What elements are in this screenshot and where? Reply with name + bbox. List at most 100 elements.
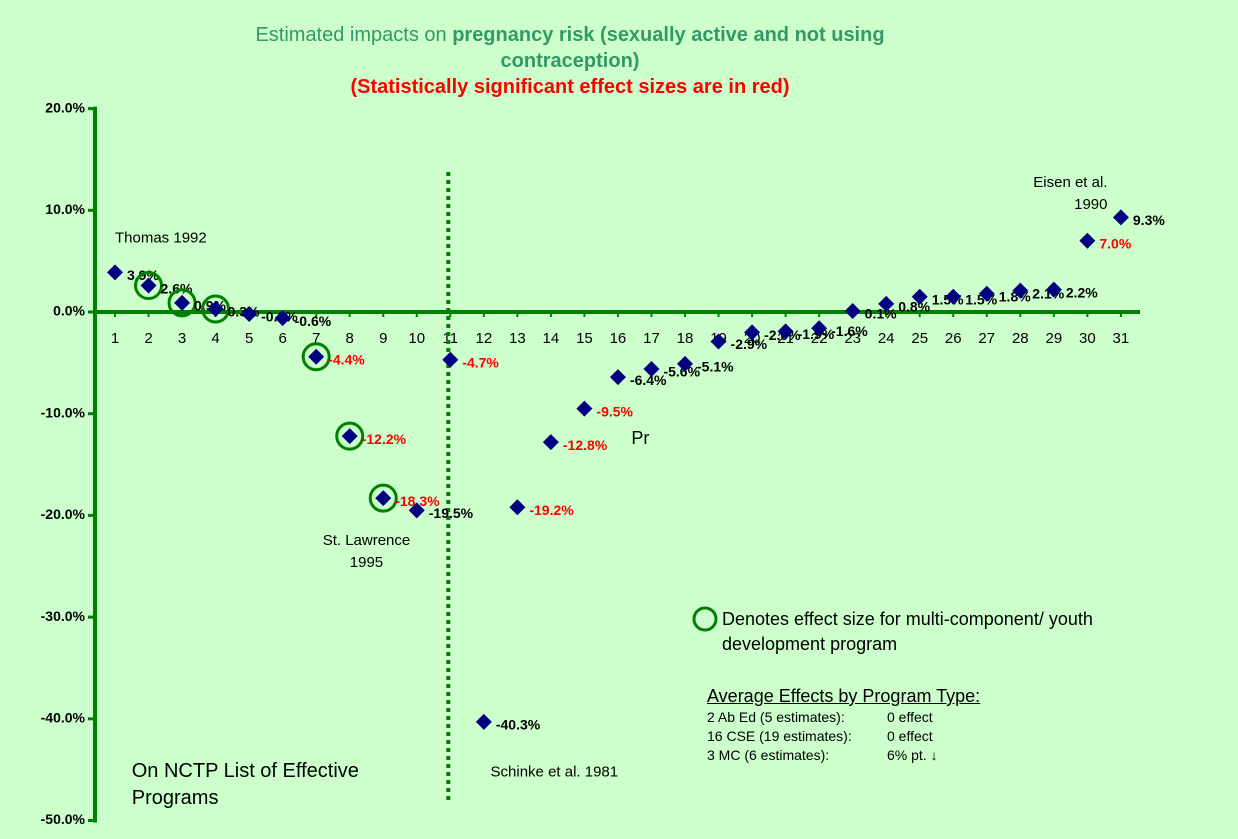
- y-tick-label: -40.0%: [41, 710, 86, 726]
- x-tick-label: 24: [878, 330, 895, 347]
- point: [274, 310, 291, 327]
- annotation: Eisen et al.: [1033, 174, 1107, 191]
- data-label: 1.5%: [932, 291, 964, 307]
- x-tick-label: 27: [978, 330, 995, 347]
- multi-component-circle: [301, 342, 331, 372]
- x-tick-label: 22: [811, 330, 828, 347]
- x-tick-label: 18: [677, 330, 694, 347]
- title-bold: pregnancy risk (sexually active and not …: [452, 24, 885, 72]
- annotation: Thomas 1992: [115, 230, 207, 247]
- point: [677, 355, 694, 372]
- point: [475, 713, 492, 730]
- annotation: St. Lawrence: [323, 532, 411, 549]
- data-label: -12.2%: [362, 431, 407, 447]
- x-tick-label: 25: [911, 330, 928, 347]
- point: [710, 333, 727, 350]
- point: [744, 324, 761, 341]
- annotation: Pr: [631, 428, 649, 448]
- average-value: 0 effect: [887, 728, 933, 744]
- data-label: 2.6%: [161, 280, 193, 296]
- data-label: -6.4%: [630, 372, 667, 388]
- data-label: -1.9%: [798, 326, 835, 342]
- data-label: 7.0%: [1099, 236, 1131, 252]
- x-tick-label: 10: [408, 330, 425, 347]
- y-tick-label: -30.0%: [41, 608, 86, 624]
- multi-component-circle: [201, 294, 231, 324]
- data-label: 0.1%: [865, 306, 897, 322]
- multi-component-circle: [335, 421, 365, 451]
- annotation: 1990: [1074, 196, 1107, 213]
- point: [140, 277, 157, 294]
- x-tick-label: 12: [475, 330, 492, 347]
- point: [308, 348, 325, 365]
- x-tick-label: 5: [245, 330, 253, 347]
- point: [777, 323, 794, 340]
- average-label: 2 Ab Ed (5 estimates):: [707, 709, 845, 725]
- point: [1112, 209, 1129, 226]
- data-label: 0.8%: [898, 299, 930, 315]
- average-value: 6% pt. ↓: [887, 747, 938, 763]
- point: [442, 351, 459, 368]
- legend-text: Denotes effect size for multi-component/…: [722, 609, 1093, 654]
- point: [408, 502, 425, 519]
- data-label: -40.3%: [496, 717, 541, 733]
- annotation: Schinke et al. 1981: [491, 764, 619, 781]
- point: [609, 369, 626, 386]
- point: [509, 499, 526, 516]
- point: [643, 360, 660, 377]
- x-tick-label: 2: [144, 330, 152, 347]
- data-label: 9.3%: [1133, 212, 1165, 228]
- x-tick-label: 8: [346, 330, 354, 347]
- x-tick-label: 9: [379, 330, 387, 347]
- point: [174, 294, 191, 311]
- averages: Average Effects by Program Type: 2 Ab Ed…: [707, 684, 980, 765]
- data-label: -4.7%: [462, 355, 499, 371]
- point: [945, 288, 962, 305]
- y-tick-label: 20.0%: [45, 99, 85, 115]
- multi-component-circle: [167, 288, 197, 318]
- point: [811, 320, 828, 337]
- point: [911, 288, 928, 305]
- point: [1012, 282, 1029, 299]
- annotation: Programs: [132, 787, 219, 809]
- x-tick-label: 3: [178, 330, 186, 347]
- data-label: -4.4%: [328, 351, 365, 367]
- title-prefix: Estimated impacts on: [255, 24, 453, 46]
- x-tick-label: 6: [278, 330, 286, 347]
- point: [844, 302, 861, 319]
- y-tick-label: -20.0%: [41, 506, 86, 522]
- legend-circle: [692, 606, 718, 632]
- subtitle: (Statistically significant effect sizes …: [350, 76, 790, 98]
- data-label: -0.6%: [295, 313, 332, 329]
- average-row: 3 MC (6 estimates): 6% pt. ↓: [707, 746, 980, 765]
- point: [1045, 281, 1062, 298]
- data-label: -9.5%: [596, 403, 633, 419]
- annotation: On NCTP List of Effective: [132, 760, 359, 782]
- chart-title: Estimated impacts on pregnancy risk (sex…: [200, 22, 940, 100]
- x-tick-label: 26: [945, 330, 962, 347]
- multi-component-circle: [134, 271, 164, 301]
- x-tick-label: 16: [610, 330, 627, 347]
- data-label: 2.2%: [1066, 284, 1098, 300]
- x-tick-label: 13: [509, 330, 526, 347]
- point: [542, 434, 559, 451]
- data-label: -19.2%: [529, 502, 574, 518]
- point: [107, 264, 123, 281]
- x-tick-label: 15: [576, 330, 593, 347]
- point: [1079, 232, 1096, 249]
- annotation: 1995: [350, 554, 383, 571]
- x-tick-label: 23: [844, 330, 861, 347]
- average-row: 2 Ab Ed (5 estimates): 0 effect: [707, 708, 980, 727]
- averages-title: Average Effects by Program Type:: [707, 686, 981, 706]
- multi-component-circle: [368, 483, 398, 513]
- point: [978, 285, 995, 302]
- x-tick-label: 17: [643, 330, 660, 347]
- average-row: 16 CSE (19 estimates): 0 effect: [707, 727, 980, 746]
- y-tick-label: -10.0%: [41, 404, 86, 420]
- x-tick-label: 29: [1045, 330, 1062, 347]
- average-value: 0 effect: [887, 709, 933, 725]
- data-label: -19.5%: [429, 505, 474, 521]
- point: [207, 300, 224, 317]
- x-tick-label: 28: [1012, 330, 1029, 347]
